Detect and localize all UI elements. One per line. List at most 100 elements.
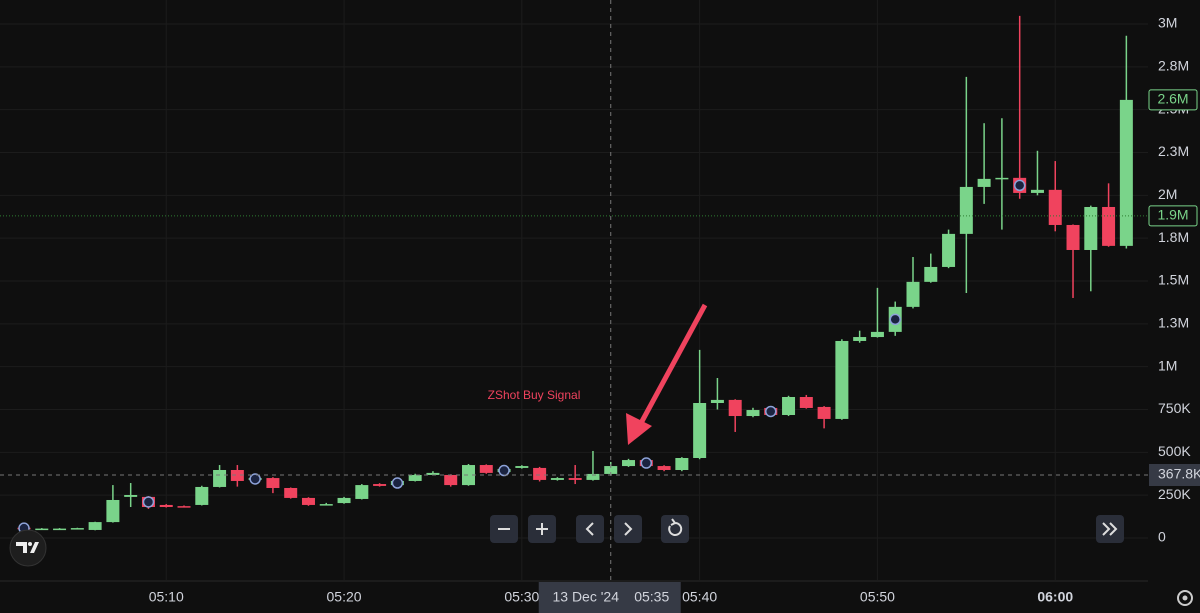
candle-body (266, 478, 280, 488)
signal-marker (1013, 179, 1026, 192)
candle-body (568, 478, 582, 480)
candle-body (124, 495, 138, 497)
y-tick-label: 3M (1158, 15, 1177, 31)
candle-body (444, 474, 458, 486)
reset-button[interactable] (661, 515, 689, 543)
candle-body (675, 458, 689, 470)
x-tick-label: 05:40 (682, 589, 717, 605)
candle-body (693, 403, 707, 459)
settings-button[interactable] (1177, 590, 1193, 606)
candle-body (728, 399, 742, 417)
crosshair-price-label: 367.8K (1158, 466, 1200, 482)
scroll-right-button[interactable] (614, 515, 642, 543)
y-tick-label: 0 (1158, 529, 1166, 545)
x-tick-label: 06:00 (1037, 589, 1073, 605)
candle-body (550, 478, 564, 480)
candle-body (479, 465, 493, 473)
price-label: 1.9M (1157, 207, 1188, 223)
price-label-box (1148, 205, 1198, 227)
candle-body (746, 410, 760, 417)
candle-body (408, 474, 422, 481)
candle-body (924, 266, 938, 282)
crosshair-date-label: 13 Dec '24 (552, 589, 619, 605)
candle-body (88, 522, 102, 530)
candle-body (1030, 189, 1044, 193)
candle-body (70, 528, 84, 530)
candle-body (782, 397, 796, 415)
x-tick-label: 05:30 (504, 589, 539, 605)
y-tick-label: 2M (1158, 186, 1177, 202)
signal-marker (498, 464, 510, 477)
candle-body (426, 472, 440, 475)
y-tick-label: 2.3M (1158, 143, 1189, 159)
y-tick-label: 1M (1158, 357, 1177, 373)
candle-body (462, 465, 475, 486)
x-tick-label: 05:50 (860, 589, 895, 605)
y-tick-label: 2.8M (1158, 58, 1189, 74)
scroll-to-end-button[interactable] (1096, 515, 1124, 543)
crosshair-time-box (538, 582, 681, 613)
candle-body (195, 486, 209, 505)
y-tick-label: 500K (1158, 443, 1191, 459)
signal-marker (765, 405, 777, 418)
candle-body (284, 487, 298, 498)
candle-body (942, 233, 956, 267)
zoom-in-button[interactable] (528, 515, 556, 543)
candle-body (995, 177, 1009, 180)
y-tick-label: 750K (1158, 400, 1191, 416)
candle-body (977, 178, 991, 187)
candle-body (53, 528, 67, 531)
candle-body (906, 281, 920, 307)
candle-body (533, 467, 547, 480)
logo[interactable] (9, 529, 47, 567)
candle-body (337, 497, 351, 504)
candle-body (817, 406, 831, 419)
y-tick-label: 1.3M (1158, 315, 1189, 331)
signal-marker (391, 477, 404, 489)
grid: 0250K500K750K1M1.3M1.5M1.8M2M2.3M2.5M2.8… (0, 0, 1191, 605)
candle-body (959, 186, 973, 234)
candle-body (319, 504, 333, 506)
x-tick-label: 05:20 (327, 589, 362, 605)
candle-body (1084, 206, 1098, 250)
signal-marker (249, 473, 261, 485)
x-tick-label: 05:10 (149, 589, 184, 605)
candle-body (515, 466, 529, 468)
price-label: 2.6M (1157, 91, 1188, 107)
y-tick-label: 250K (1158, 486, 1191, 502)
candle-body (106, 499, 120, 523)
y-tick-label: 1.5M (1158, 272, 1189, 288)
candle-body (1119, 99, 1133, 246)
candle-body (853, 337, 867, 341)
crosshair-time-label: 05:35 (634, 589, 669, 605)
candle-body (355, 485, 369, 499)
candle-body (622, 460, 636, 467)
candle-body (177, 506, 191, 508)
candle-body (230, 469, 244, 481)
y-tick-label: 1.8M (1158, 229, 1189, 245)
candle-body (373, 484, 387, 486)
candle-body (604, 466, 618, 474)
candle-body (213, 469, 227, 487)
candle-body (1048, 189, 1062, 225)
signal-marker (142, 496, 155, 508)
candle-body (1102, 206, 1116, 246)
signal-arrow (626, 303, 708, 445)
candle-body (657, 466, 671, 470)
candle-body (710, 399, 724, 404)
candle-body (35, 528, 49, 531)
candle-body (799, 397, 813, 408)
candles (17, 15, 1133, 534)
scroll-left-button[interactable] (576, 515, 604, 543)
price-label-box (1148, 89, 1198, 111)
candle-body (870, 331, 884, 338)
signal-marker (640, 457, 653, 469)
annotation: ZShot Buy Signal (488, 388, 581, 402)
candle-body (586, 473, 600, 480)
crosshair-price-box (1149, 464, 1200, 487)
candle-body (301, 497, 315, 505)
candle-body (159, 504, 173, 508)
zoom-out-button[interactable] (490, 515, 518, 543)
